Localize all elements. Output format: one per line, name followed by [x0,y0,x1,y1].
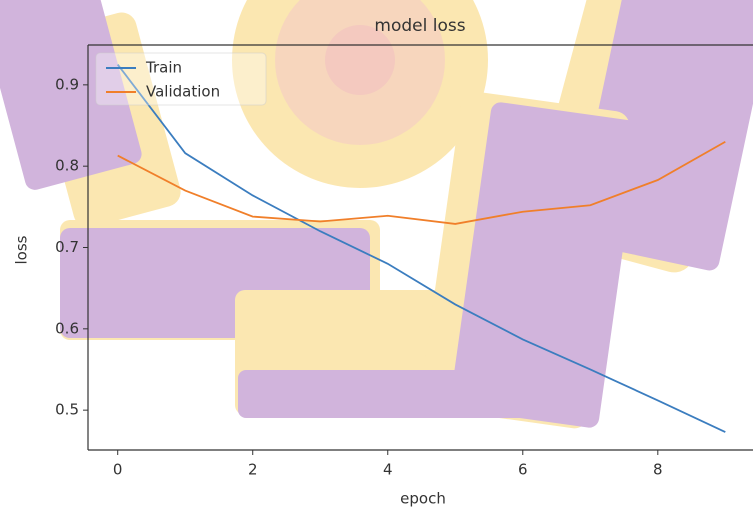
page: {"chart_data": {"type": "line", "title":… [0,0,753,515]
y-tick-label: 0.9 [55,75,79,93]
chart-title: model loss [374,16,465,36]
y-tick-label: 0.5 [55,401,79,419]
x-tick-label: 0 [113,461,123,479]
chart: model loss epoch loss 0 2 4 6 8 0.5 0.6 0.7 0.8 0… [0,0,753,515]
x-tick-label: 2 [248,461,258,479]
legend-label: Train [145,59,182,77]
y-tick-label: 0.7 [55,238,79,256]
legend-label: Validation [146,83,220,101]
x-tick-label: 6 [518,461,528,479]
x-tick-label: 4 [383,461,393,479]
x-axis-label: epoch [400,490,446,508]
y-tick-label: 0.6 [55,319,79,337]
x-tick-label: 8 [653,461,663,479]
y-axis-label: loss [13,235,31,264]
y-tick-label: 0.8 [55,157,79,175]
